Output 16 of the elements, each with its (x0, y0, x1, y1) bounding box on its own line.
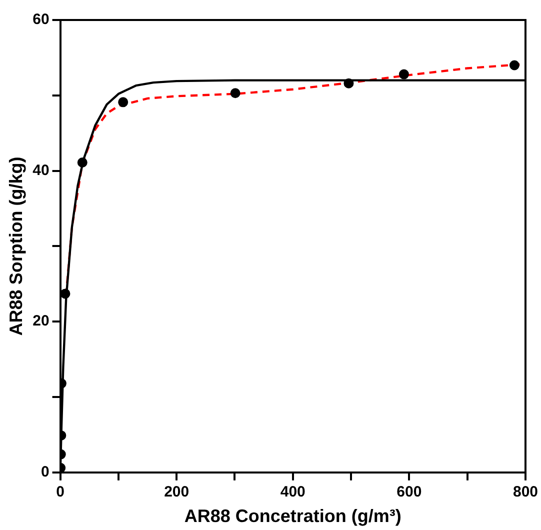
point (509, 60, 520, 70)
y-tick-label: 60 (32, 11, 50, 28)
x-tick-label: 800 (512, 484, 538, 501)
point (398, 69, 409, 80)
y-tick-label: 40 (32, 162, 50, 179)
x-tick-label: 200 (164, 484, 190, 501)
x-tick-label: 400 (280, 484, 306, 501)
point (344, 78, 354, 88)
x-tick-label: 600 (396, 484, 422, 501)
point (230, 88, 240, 98)
x-tick-label: 0 (56, 484, 64, 501)
y-axis-title: AR88 Sorption (g/kg) (6, 156, 26, 336)
y-tick-label: 20 (32, 312, 50, 330)
y-tick-label: 0 (40, 464, 50, 481)
point (118, 97, 128, 108)
x-axis-title: AR88 Concetration (g/m³) (184, 506, 402, 526)
